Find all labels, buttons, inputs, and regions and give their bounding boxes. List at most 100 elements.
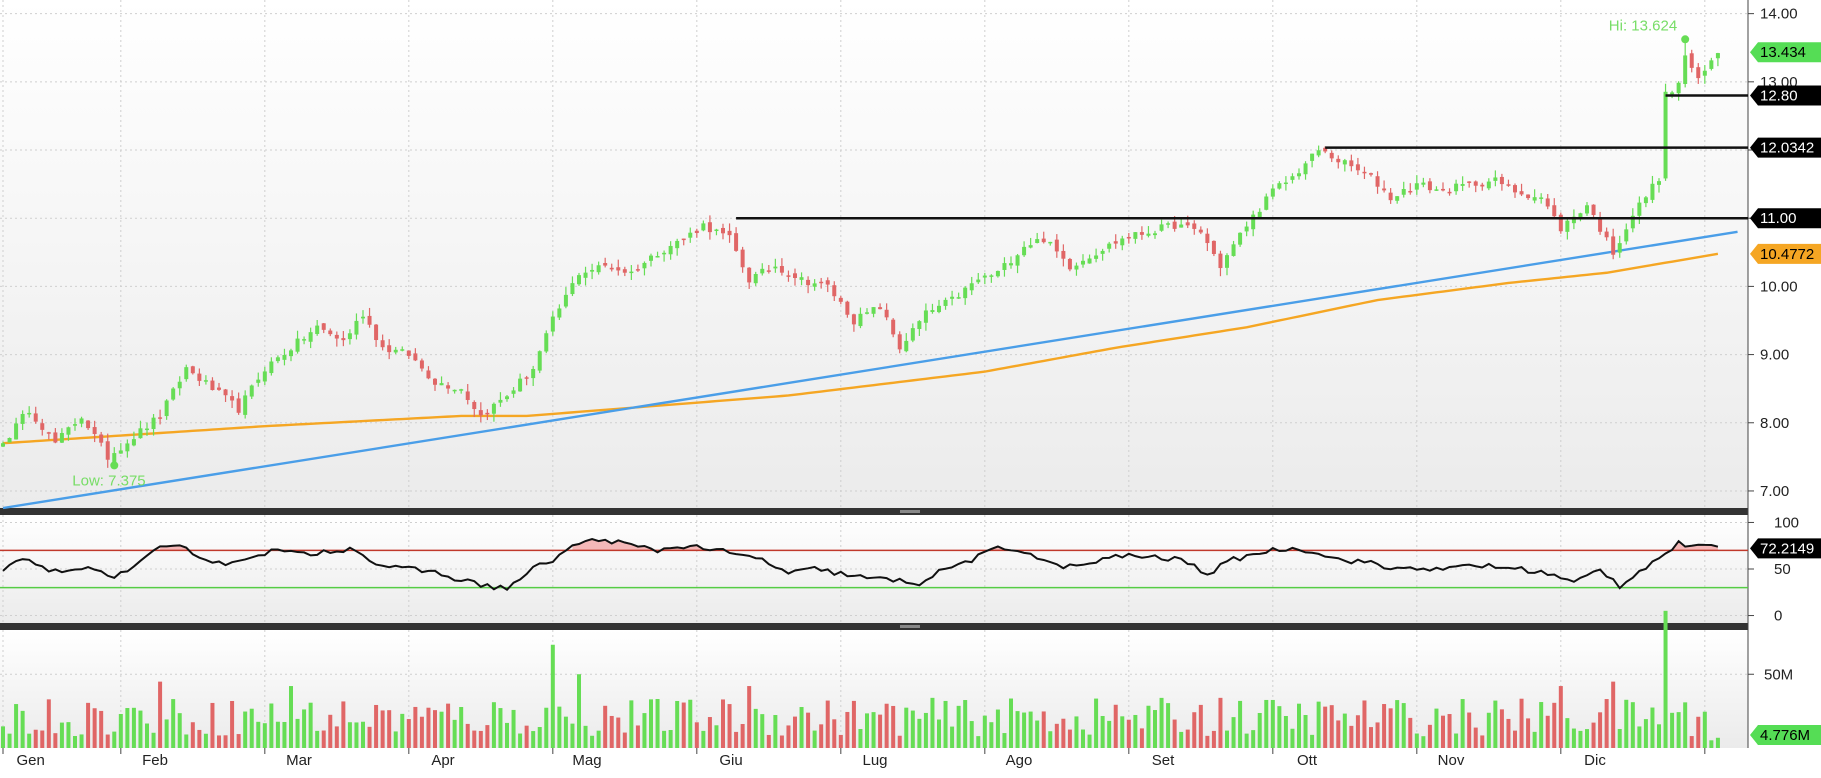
candle-body (766, 270, 771, 272)
volume-bar (1336, 720, 1341, 748)
volume-bar (1460, 699, 1465, 748)
candle-body (1297, 173, 1301, 177)
volume-bar (1041, 711, 1046, 748)
x-tick-label: Ago (1006, 752, 1033, 769)
volume-bar (1022, 712, 1027, 748)
volume-bar (66, 722, 71, 748)
candle-body (380, 340, 385, 348)
volume-bar (131, 707, 136, 748)
candle-body (1604, 231, 1609, 238)
candle-body (1002, 263, 1007, 270)
volume-bar (1532, 731, 1537, 748)
rsi-overbought-fill (664, 545, 723, 551)
candle-body (1434, 189, 1439, 191)
candle-body (943, 299, 948, 306)
candle-body (33, 413, 38, 422)
candle-body (190, 366, 195, 374)
volume-bar (1185, 729, 1190, 748)
annotations: Hi: 13.624 Low: 7.375 (72, 17, 1690, 489)
volume-bar (1159, 697, 1164, 748)
candle-body (361, 316, 365, 319)
volume-bar (419, 716, 424, 748)
candle-body (950, 296, 955, 299)
volume-bar (1362, 700, 1367, 748)
volume-bar (1539, 702, 1544, 748)
candle-body (439, 383, 444, 386)
candle-body (1349, 160, 1354, 167)
volume-bar (1009, 698, 1013, 748)
volume-bar (7, 733, 12, 748)
volume-bar (596, 730, 601, 748)
volume-tick-label: 50M (1764, 666, 1793, 683)
candle-body (1598, 217, 1603, 232)
rsi-tick-label: 0 (1774, 608, 1782, 625)
candle-body (747, 267, 752, 283)
candle-body (406, 350, 411, 356)
candle-body (171, 388, 176, 400)
candle-body (734, 233, 739, 251)
candle-body (1257, 211, 1262, 218)
volume-bar (20, 710, 25, 748)
candle-body (1009, 263, 1013, 266)
volume-bar (249, 708, 254, 748)
volume-bar (799, 707, 804, 748)
candle-body (1369, 173, 1373, 175)
volume-bar (793, 716, 797, 748)
volume-bar (1545, 715, 1550, 748)
volume-bar (1552, 702, 1557, 748)
candle-body (963, 287, 968, 299)
volume-bar (40, 730, 45, 748)
volume-bar (1715, 737, 1720, 748)
candle-body (478, 410, 483, 416)
candle-body (1657, 181, 1661, 185)
volume-bar (1126, 719, 1131, 748)
last-price-tag-bg (1750, 42, 1821, 63)
candle-body (1585, 205, 1589, 214)
candle-body (701, 223, 706, 231)
candle-body (1709, 60, 1714, 69)
candle-body (1355, 164, 1360, 171)
candle-body (1519, 191, 1524, 195)
volume-bar (1388, 708, 1393, 748)
candle-body (1427, 181, 1432, 191)
volume-bar (380, 710, 385, 748)
volume-tag-bg (1750, 724, 1821, 745)
y-tick-label: 7.00 (1760, 483, 1789, 500)
candle-body (1126, 236, 1131, 239)
volume-bar (1565, 718, 1570, 748)
candle-body (419, 360, 424, 369)
candle-body (531, 368, 536, 379)
volume-bar (563, 716, 568, 748)
volume-bar (884, 703, 889, 748)
volume-bar (282, 721, 287, 748)
rsi-tick-label: 100 (1774, 514, 1799, 531)
candle-body (596, 265, 601, 273)
candle-body (1558, 214, 1563, 232)
volume-bar (1395, 700, 1400, 748)
candle-body (347, 333, 352, 340)
candle-body (1048, 241, 1053, 244)
candle-body (131, 439, 136, 446)
candle-body (1054, 239, 1059, 252)
volume-bar (1513, 730, 1517, 748)
volume-bar (714, 725, 719, 748)
volume-bar (33, 729, 38, 748)
volume-bar (930, 697, 935, 748)
candle-body (302, 339, 307, 341)
volume-bar (426, 707, 431, 748)
candle-body (995, 270, 1000, 277)
volume-bar (315, 730, 320, 748)
volume-bar (577, 674, 581, 748)
candle-body (151, 417, 156, 430)
volume-bar (544, 707, 549, 748)
volume-bar (1369, 727, 1373, 748)
volume-bar (1231, 717, 1236, 748)
candle-body (819, 281, 824, 284)
candle-body (1251, 214, 1256, 230)
candle-body (210, 380, 215, 391)
candle-body (1552, 205, 1557, 217)
candle-body (1565, 220, 1570, 232)
volume-bar (1094, 698, 1099, 748)
candle-body (1238, 232, 1243, 245)
volume-bar (923, 712, 928, 748)
